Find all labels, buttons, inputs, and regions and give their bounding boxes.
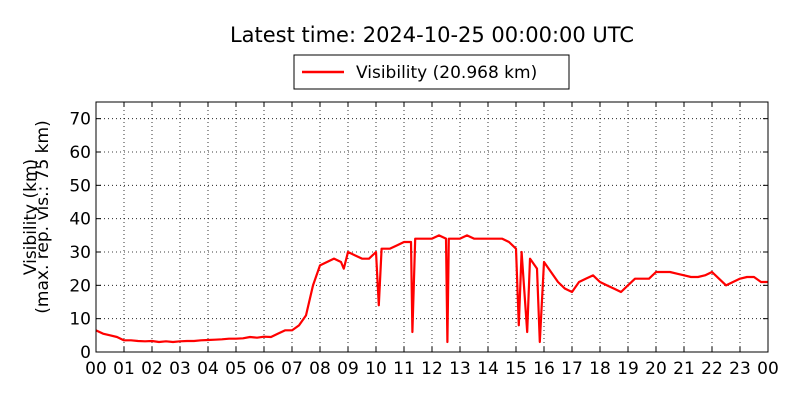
x-tick-label: 09 <box>337 359 359 379</box>
x-tick-label: 00 <box>85 359 107 379</box>
y-tick-label: 60 <box>69 143 91 163</box>
plot-frame <box>95 101 769 353</box>
y-axis-label: (max. rep. vis.: 75 km) <box>33 120 53 313</box>
chart-title: Latest time: 2024-10-25 00:00:00 UTC <box>230 23 634 47</box>
data-line <box>95 234 768 344</box>
legend-label: Visibility (20.968 km) <box>356 63 537 83</box>
x-tick-label: 13 <box>449 359 471 379</box>
x-tick-label: 03 <box>169 359 191 379</box>
x-tick-label: 18 <box>589 359 611 379</box>
x-tick-label: 23 <box>729 359 751 379</box>
x-tick-label: 05 <box>225 359 247 379</box>
y-tick-label: 40 <box>69 210 91 230</box>
x-tick-label: 11 <box>393 359 415 379</box>
x-tick-label: 04 <box>197 359 219 379</box>
x-tick-label: 06 <box>253 359 275 379</box>
y-tick-label: 70 <box>69 110 91 130</box>
x-tick-label: 01 <box>113 359 135 379</box>
x-tick-label: 02 <box>141 359 163 379</box>
x-tick-label: 07 <box>281 359 303 379</box>
x-tick-label: 19 <box>617 359 639 379</box>
x-tick-label: 17 <box>561 359 583 379</box>
x-tick-label: 14 <box>477 359 499 379</box>
x-tick-label: 08 <box>309 359 331 379</box>
x-tick-label: 21 <box>673 359 695 379</box>
x-tick-label: 12 <box>421 359 443 379</box>
y-tick-label: 0 <box>80 343 91 363</box>
y-tick-label: 20 <box>69 276 91 296</box>
y-axis-label: Visibility (km) <box>21 159 41 275</box>
y-tick-label: 30 <box>69 243 91 263</box>
y-tick-label: 10 <box>69 310 91 330</box>
x-tick-label: 10 <box>365 359 387 379</box>
x-tick-label: 15 <box>505 359 527 379</box>
y-tick-label: 50 <box>69 176 91 196</box>
x-tick-label: 00 <box>757 359 779 379</box>
x-tick-label: 22 <box>701 359 723 379</box>
x-tick-label: 16 <box>533 359 555 379</box>
x-tick-label: 20 <box>645 359 667 379</box>
